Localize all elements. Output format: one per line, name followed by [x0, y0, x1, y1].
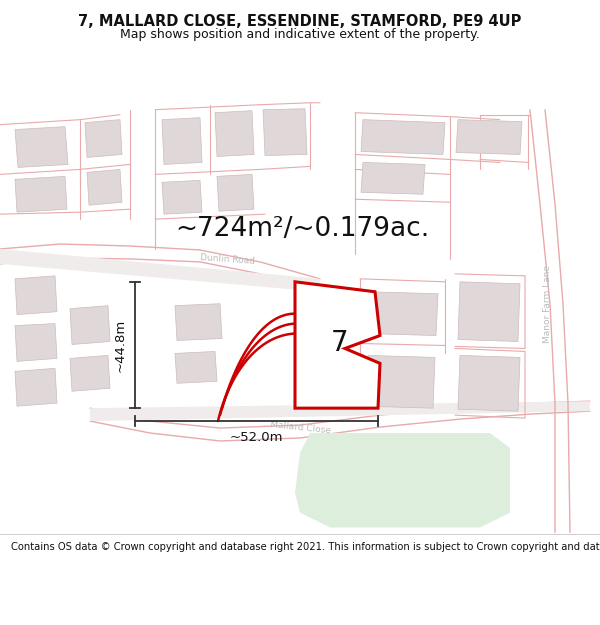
Polygon shape [15, 324, 57, 361]
Text: ~52.0m: ~52.0m [230, 431, 283, 444]
Text: ~724m²/~0.179ac.: ~724m²/~0.179ac. [175, 216, 429, 242]
Polygon shape [15, 276, 57, 314]
Polygon shape [70, 306, 110, 344]
Text: Mallard Close: Mallard Close [270, 421, 331, 436]
Polygon shape [70, 356, 110, 391]
Polygon shape [361, 162, 425, 194]
Text: 7: 7 [331, 329, 349, 357]
Polygon shape [87, 169, 122, 205]
Text: Dunlin Road: Dunlin Road [200, 253, 256, 266]
Polygon shape [458, 282, 520, 341]
Polygon shape [15, 127, 68, 168]
Polygon shape [217, 174, 254, 211]
Text: Contains OS data © Crown copyright and database right 2021. This information is : Contains OS data © Crown copyright and d… [11, 542, 600, 552]
Polygon shape [162, 118, 202, 164]
Polygon shape [458, 356, 520, 411]
Polygon shape [15, 176, 67, 212]
Text: 7, MALLARD CLOSE, ESSENDINE, STAMFORD, PE9 4UP: 7, MALLARD CLOSE, ESSENDINE, STAMFORD, P… [79, 14, 521, 29]
Polygon shape [85, 119, 122, 158]
Text: Map shows position and indicative extent of the property.: Map shows position and indicative extent… [120, 28, 480, 41]
Polygon shape [361, 119, 445, 154]
Polygon shape [0, 249, 320, 292]
Polygon shape [366, 356, 435, 408]
Polygon shape [90, 401, 590, 421]
Polygon shape [295, 433, 510, 528]
Polygon shape [456, 119, 522, 154]
Polygon shape [295, 282, 380, 408]
Polygon shape [162, 181, 202, 214]
Polygon shape [175, 304, 222, 341]
Polygon shape [15, 368, 57, 406]
Polygon shape [175, 351, 217, 383]
Text: ~44.8m: ~44.8m [114, 318, 127, 372]
Polygon shape [366, 292, 438, 336]
Polygon shape [215, 111, 254, 156]
Text: Manor Farm Lane: Manor Farm Lane [544, 265, 553, 342]
Polygon shape [263, 109, 307, 156]
